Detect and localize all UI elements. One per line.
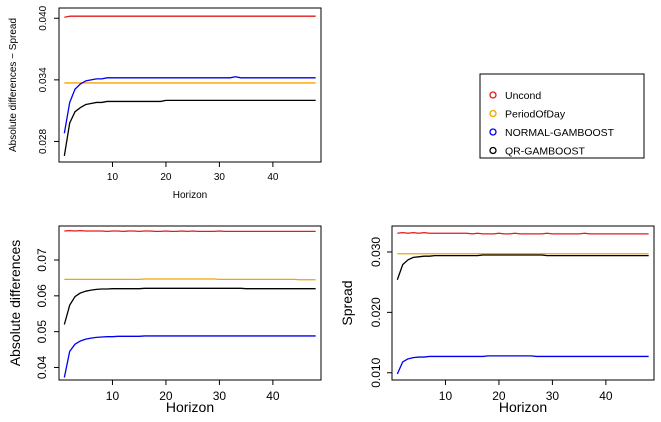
- legend-box: [479, 73, 645, 159]
- x-tick-label: 30: [214, 172, 226, 183]
- x-tick-label: 30: [546, 389, 560, 403]
- series-line-uncond: [64, 15, 316, 18]
- series-line-uncond: [64, 230, 316, 233]
- legend: Uncond PeriodOfDay NORMAL-GAMBOOST QR-GAMBO…: [479, 73, 645, 159]
- legend-label: Uncond: [505, 90, 541, 102]
- x-tick-label: 20: [492, 389, 506, 403]
- y-tick-label: 0.010: [369, 357, 383, 387]
- x-axis-label: Horizon: [166, 399, 214, 415]
- series-line-normal-gamboost: [63, 335, 316, 378]
- x-axis-label: Horizon: [499, 399, 547, 415]
- legend-marker: [489, 128, 497, 136]
- x-tick-label: 30: [213, 389, 227, 403]
- y-tick-label: 0.020: [369, 297, 383, 327]
- y-tick-label: 0.028: [38, 129, 49, 154]
- x-tick-label: 40: [599, 389, 613, 403]
- x-tick-label: 40: [267, 172, 279, 183]
- x-tick-label: 10: [106, 389, 120, 403]
- x-axis-label: Horizon: [173, 190, 207, 201]
- x-tick-label: 10: [439, 389, 453, 403]
- plot-frame: [58, 7, 322, 163]
- series-line-qr-gamboost: [63, 99, 316, 156]
- legend-marker: [489, 91, 497, 99]
- x-tick-label: 20: [160, 172, 172, 183]
- series-line-periodofday: [64, 278, 316, 281]
- y-tick-label: 0.05: [35, 320, 49, 344]
- x-tick-label: 40: [266, 389, 280, 403]
- series-line-normal-gamboost: [63, 76, 316, 134]
- y-axis-label: Spread: [339, 280, 355, 325]
- plot-frame: [58, 225, 322, 381]
- series-line-uncond: [397, 231, 649, 235]
- y-tick-label: 0.034: [38, 67, 49, 92]
- x-tick-label: 10: [107, 172, 119, 183]
- plot-frame: [391, 225, 655, 381]
- legend-marker: [489, 109, 497, 118]
- y-axis-label: Absolute differences: [7, 240, 23, 367]
- panel-0: 10 20 30 40 0.028 0.034 0.040 Horizon Absolute d…: [8, 5, 322, 201]
- y-tick-label: 0.040: [38, 5, 49, 30]
- x-tick-label: 20: [159, 389, 173, 403]
- legend-label: PeriodOfDay: [505, 109, 566, 121]
- legend-label: QR-GAMBOOST: [505, 146, 586, 158]
- series-line-qr-gamboost: [63, 287, 316, 325]
- y-tick-label: 0.04: [35, 355, 49, 379]
- panel-2: 10 20 30 40 0.010 0.020 0.030 Horizon Spread: [339, 225, 655, 415]
- series-line-normal-gamboost: [396, 355, 649, 375]
- panel-1: 10 20 30 40 0.04 0.05 0.06 0.07 Horizon Absolute …: [7, 225, 322, 415]
- y-tick-label: 0.030: [369, 237, 383, 267]
- legend-label: NORMAL-GAMBOOST: [505, 127, 615, 139]
- y-tick-label: 0.06: [35, 284, 49, 308]
- y-axis-label: Absolute differences − Spread: [8, 18, 19, 152]
- y-tick-label: 0.07: [35, 248, 49, 272]
- series-line-qr-gamboost: [396, 254, 649, 280]
- legend-marker: [489, 146, 497, 155]
